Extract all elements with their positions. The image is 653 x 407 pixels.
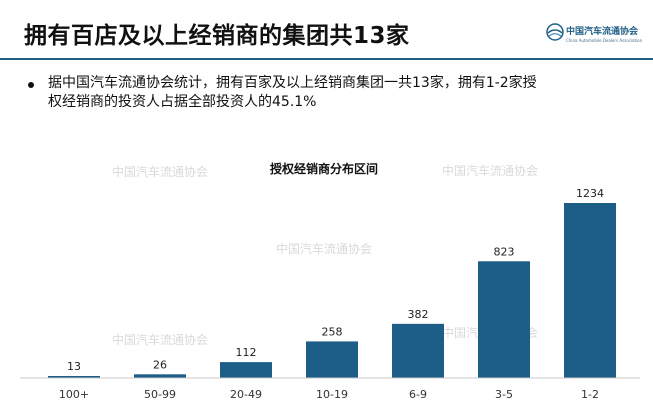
bullet-point: 据中国汽车流通协会统计，拥有百家及以上经销商集团一共13家，拥有1-2家授 权经… (28, 74, 628, 120)
bar-6-9 (392, 323, 444, 378)
value-label: 112 (236, 346, 257, 359)
title-divider (0, 58, 653, 60)
value-label: 382 (408, 308, 429, 321)
chart-title: 授权经销商分布区间 (270, 162, 379, 176)
value-label: 13 (67, 360, 81, 373)
logo-subtext: China Automobile Dealers Association (566, 38, 643, 43)
bar-50-99 (134, 374, 186, 378)
bullet-text-line-1: 据中国汽车流通协会统计，拥有百家及以上经销商集团一共13家，拥有1-2家授 (48, 75, 537, 91)
label-group: 13 100+ 26 50-99 112 20-49 258 10-19 382 6-9 823 3-… (59, 187, 604, 401)
logo-text: 中国汽车流通协会 (566, 27, 639, 37)
bar-20-49 (220, 362, 272, 378)
bullet-text-line-2: 权经销商的投资人占据全部投资人的45.1% (48, 94, 317, 110)
bar-1-2 (564, 203, 616, 378)
value-label: 26 (153, 358, 167, 371)
page-title: 拥有百店及以上经销商的集团共13家 (24, 23, 410, 49)
category-label: 50-99 (144, 388, 176, 401)
category-label: 20-49 (230, 388, 262, 401)
category-label: 3-5 (495, 388, 513, 401)
value-label: 823 (494, 245, 515, 258)
bar-100+ (48, 376, 100, 378)
category-label: 10-19 (316, 388, 348, 401)
bar-group (48, 203, 616, 378)
category-label: 100+ (59, 388, 89, 401)
bar-3-5 (478, 261, 530, 378)
association-logo: 中国汽车流通协会 China Automobile Dealers Associ… (546, 18, 650, 52)
category-label: 1-2 (581, 388, 599, 401)
bar-10-19 (306, 341, 358, 378)
category-label: 6-9 (409, 388, 427, 401)
value-label: 1234 (576, 187, 604, 200)
globe-logo-icon (546, 23, 564, 41)
value-label: 258 (322, 325, 343, 338)
bullet-dot-icon (28, 82, 34, 88)
